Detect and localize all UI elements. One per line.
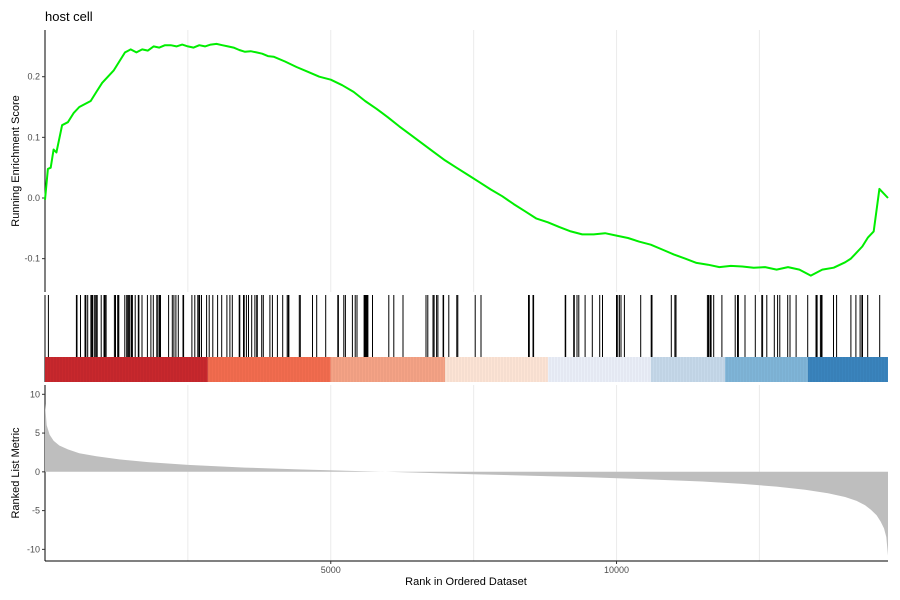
y-tick-label: 0 xyxy=(35,467,40,477)
y-tick-label: 0.2 xyxy=(27,72,40,82)
ranked-list-y-ticks: 10 5 0 -5 -10 xyxy=(27,389,45,554)
heatmap-segment xyxy=(45,357,208,382)
running-score-panel: -0.1 0.0 0.1 0.2 Running Enrichment Score xyxy=(10,30,889,292)
plot-title: host cell xyxy=(45,9,93,24)
heatmap-segment xyxy=(547,357,651,382)
x-tick-label: 10000 xyxy=(604,565,629,575)
ranked-list-y-label: Ranked List Metric xyxy=(10,427,22,519)
heatmap-segment xyxy=(207,357,331,382)
rank-heatmap xyxy=(45,357,888,382)
y-tick-label: 5 xyxy=(35,428,40,438)
y-tick-label: -0.1 xyxy=(24,254,40,264)
running-score-y-label: Running Enrichment Score xyxy=(10,95,22,226)
heatmap-segment xyxy=(725,357,808,382)
heatmap-segment xyxy=(650,357,726,382)
x-axis-ticks: 5000 10000 xyxy=(321,561,629,575)
heatmap-segment xyxy=(807,357,888,382)
gene-hit-bars xyxy=(47,295,881,357)
y-tick-label: 10 xyxy=(30,389,40,399)
x-axis-label: Rank in Ordered Dataset xyxy=(405,576,527,588)
x-tick-label: 5000 xyxy=(321,565,341,575)
ranked-list-panel: 10 5 0 -5 -10 Ranked List Metric xyxy=(10,385,888,562)
running-score-line xyxy=(44,42,889,277)
y-tick-label: -5 xyxy=(32,506,40,516)
y-tick-label: 0.1 xyxy=(27,132,40,142)
y-tick-label: 0.0 xyxy=(27,193,40,203)
gene-hits-panel xyxy=(44,295,888,382)
heatmap-segment xyxy=(445,357,548,382)
y-tick-label: -10 xyxy=(27,544,40,554)
heatmap-segment xyxy=(330,357,446,382)
ranked-list-area xyxy=(45,403,888,556)
